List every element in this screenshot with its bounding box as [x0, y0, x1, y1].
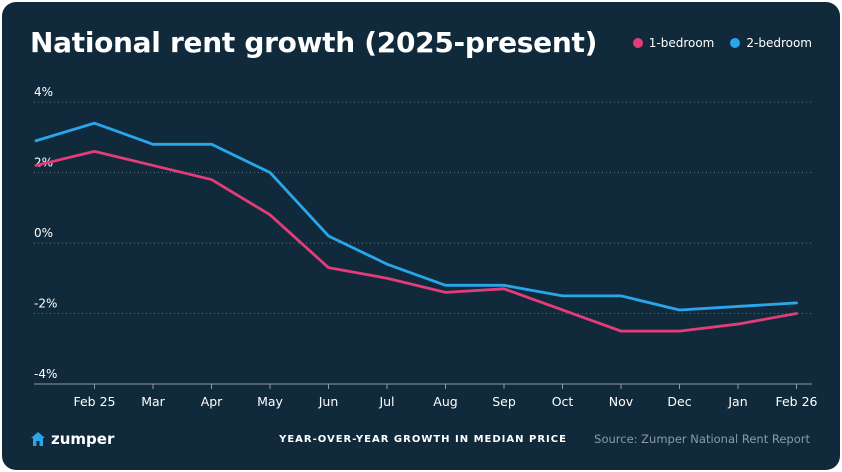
- data-point-1-bedroom: [503, 288, 505, 290]
- y-tick-label: 4%: [34, 85, 53, 99]
- x-tick-label: Mar: [141, 394, 165, 409]
- data-point-2-bedroom: [444, 284, 446, 286]
- house-icon: [31, 432, 45, 446]
- zumper-logo: zumper: [30, 430, 114, 448]
- x-tick-label: Apr: [201, 394, 223, 409]
- x-tick-label: Oct: [552, 394, 574, 409]
- data-point-1-bedroom: [678, 330, 680, 332]
- data-point-2-bedroom: [327, 235, 329, 237]
- x-tick-label: Jun: [318, 394, 339, 409]
- data-point-1-bedroom: [93, 150, 95, 152]
- data-point-2-bedroom: [35, 140, 37, 142]
- data-point-1-bedroom: [269, 214, 271, 216]
- data-point-2-bedroom: [210, 143, 212, 145]
- y-tick-label: -2%: [34, 297, 57, 311]
- legend-item-2-bedroom: 2-bedroom: [730, 36, 812, 50]
- data-point-2-bedroom: [386, 263, 388, 265]
- data-point-1-bedroom: [561, 309, 563, 311]
- data-point-2-bedroom: [503, 284, 505, 286]
- legend-item-1-bedroom: 1-bedroom: [632, 36, 715, 50]
- data-point-2-bedroom: [93, 122, 95, 124]
- legend-label-1-bedroom: 1-bedroom: [648, 36, 715, 50]
- data-point-2-bedroom: [795, 302, 797, 304]
- logo-text: zumper: [51, 430, 115, 448]
- x-tick-label: Feb 25: [73, 394, 115, 409]
- data-point-1-bedroom: [152, 164, 154, 166]
- x-tick-label: Aug: [433, 394, 457, 409]
- chart-title: National rent growth (2025-present): [30, 26, 598, 59]
- data-point-1-bedroom: [795, 312, 797, 314]
- x-tick-label: Nov: [609, 394, 634, 409]
- x-tick-label: Dec: [667, 394, 691, 409]
- x-tick-label: Feb 26: [775, 394, 817, 409]
- data-point-2-bedroom: [737, 305, 739, 307]
- y-tick-label: -4%: [34, 367, 57, 381]
- y-tick-label: 0%: [34, 226, 53, 240]
- x-tick-label: Jul: [378, 394, 394, 409]
- data-point-1-bedroom: [444, 291, 446, 293]
- data-point-2-bedroom: [678, 309, 680, 311]
- data-point-2-bedroom: [269, 171, 271, 173]
- legend-dot-2-bedroom: [730, 38, 741, 48]
- x-tick-label: May: [257, 394, 283, 409]
- series-line-1-bedroom: [34, 149, 798, 333]
- legend-label-2-bedroom: 2-bedroom: [746, 36, 812, 50]
- data-point-2-bedroom: [620, 295, 622, 297]
- data-point-1-bedroom: [620, 330, 622, 332]
- data-point-1-bedroom: [737, 323, 739, 325]
- source-note: Source: Zumper National Rent Report: [594, 432, 810, 446]
- chart-caption: YEAR-OVER-YEAR GROWTH IN MEDIAN PRICE: [279, 434, 567, 445]
- x-tick-label: Jan: [727, 394, 747, 409]
- data-point-1-bedroom: [35, 164, 37, 166]
- legend-dot-1-bedroom: [632, 38, 643, 48]
- series-line-2-bedroom: [34, 121, 798, 312]
- data-point-1-bedroom: [386, 277, 388, 279]
- data-point-1-bedroom: [210, 178, 212, 180]
- legend: 1-bedroom 2-bedroom: [632, 36, 812, 50]
- data-point-1-bedroom: [327, 266, 329, 268]
- data-point-2-bedroom: [152, 143, 154, 145]
- x-tick-label: Sep: [492, 394, 516, 409]
- data-point-2-bedroom: [561, 295, 563, 297]
